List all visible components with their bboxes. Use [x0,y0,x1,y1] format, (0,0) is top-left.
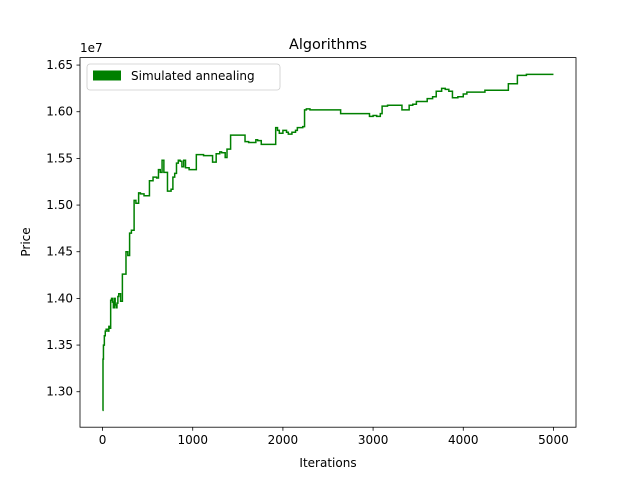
chart-title: Algorithms [289,37,367,53]
y-tick-label: 1.55 [46,151,73,165]
x-tick-label: 2000 [268,433,299,447]
y-tick-label: 1.60 [46,105,73,119]
x-tick-label: 4000 [448,433,479,447]
y-offset-label: 1e7 [80,41,103,55]
legend-swatch [93,71,121,81]
x-tick-label: 1000 [177,433,208,447]
y-tick-label: 1.45 [46,245,73,259]
x-tick-label: 5000 [538,433,569,447]
y-tick-label: 1.65 [46,58,73,72]
x-tick-label: 0 [99,433,107,447]
x-tick-label: 3000 [358,433,389,447]
y-tick-label: 1.40 [46,291,73,305]
y-axis-label: Price [19,227,33,256]
y-tick-label: 1.35 [46,338,73,352]
legend: Simulated annealing [87,64,280,90]
legend-label: Simulated annealing [131,69,255,83]
y-tick-label: 1.50 [46,198,73,212]
y-tick-label: 1.30 [46,385,73,399]
x-axis-label: Iterations [299,456,356,470]
